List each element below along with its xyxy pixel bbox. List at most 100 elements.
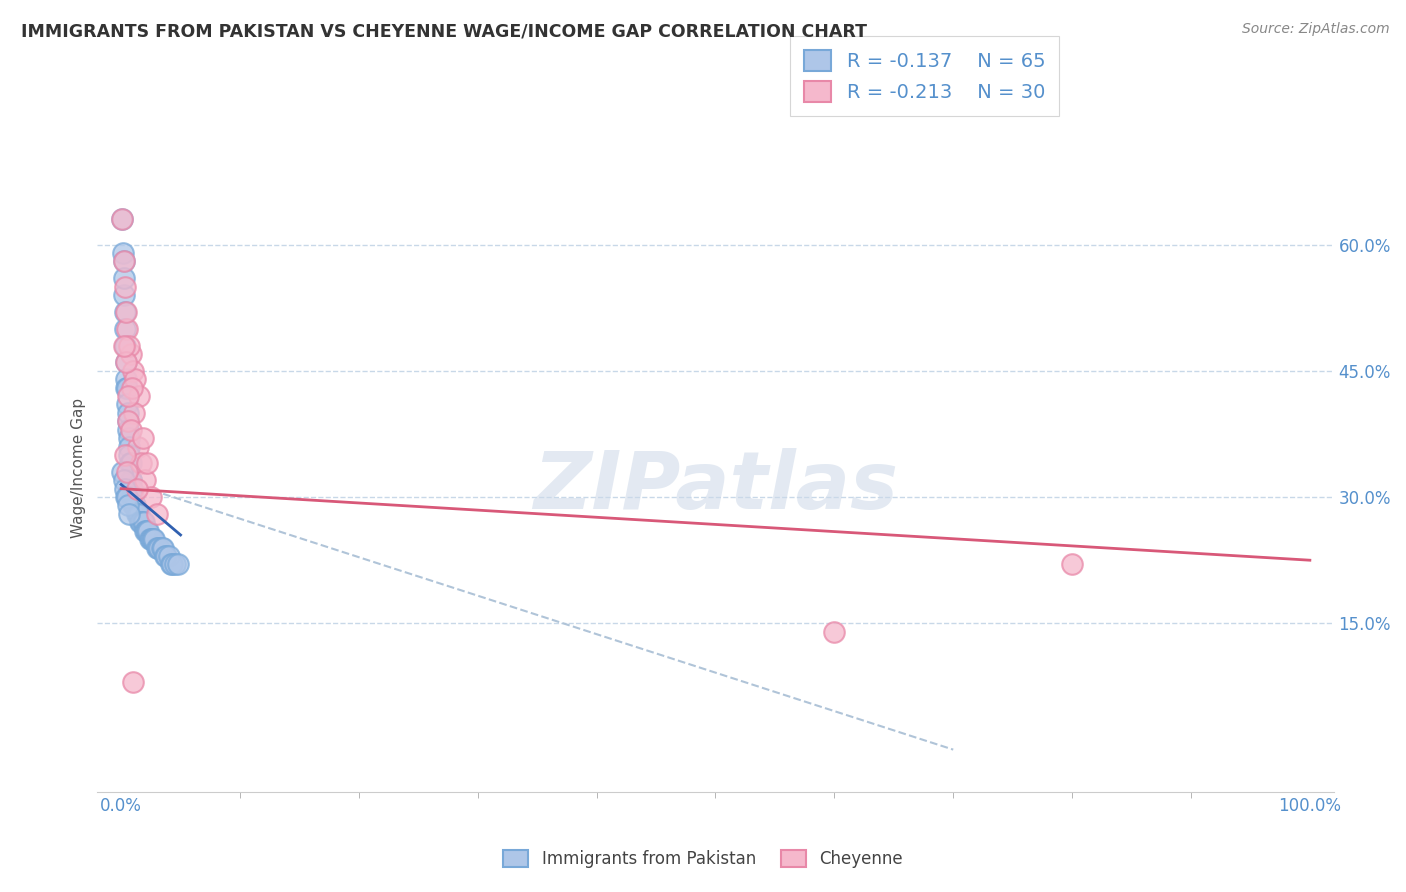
Point — [115, 355, 138, 369]
Point — [139, 532, 162, 546]
Point — [114, 338, 136, 352]
Point — [131, 516, 153, 530]
Point — [152, 541, 174, 555]
Point — [115, 465, 138, 479]
Point — [131, 457, 153, 471]
Point — [153, 549, 176, 563]
Point — [115, 490, 138, 504]
Point — [132, 516, 155, 530]
Point — [128, 389, 150, 403]
Point — [823, 624, 845, 639]
Point — [115, 322, 138, 336]
Point — [124, 372, 146, 386]
Point — [112, 254, 135, 268]
Point — [122, 675, 145, 690]
Point — [114, 279, 136, 293]
Text: Source: ZipAtlas.com: Source: ZipAtlas.com — [1241, 22, 1389, 37]
Point — [127, 507, 149, 521]
Point — [120, 473, 142, 487]
Point — [112, 288, 135, 302]
Point — [138, 532, 160, 546]
Point — [112, 473, 135, 487]
Point — [129, 516, 152, 530]
Point — [122, 490, 145, 504]
Point — [160, 558, 183, 572]
Point — [118, 448, 141, 462]
Point — [111, 212, 134, 227]
Point — [155, 549, 177, 563]
Point — [142, 532, 165, 546]
Point — [118, 431, 141, 445]
Point — [120, 457, 142, 471]
Point — [120, 423, 142, 437]
Point — [139, 490, 162, 504]
Point — [115, 372, 138, 386]
Point — [163, 558, 186, 572]
Point — [143, 532, 166, 546]
Point — [117, 389, 139, 403]
Legend: Immigrants from Pakistan, Cheyenne: Immigrants from Pakistan, Cheyenne — [496, 843, 910, 875]
Point — [111, 465, 134, 479]
Point — [117, 423, 139, 437]
Legend: R = -0.137    N = 65, R = -0.213    N = 30: R = -0.137 N = 65, R = -0.213 N = 30 — [790, 37, 1059, 116]
Point — [121, 490, 143, 504]
Point — [124, 499, 146, 513]
Point — [134, 473, 156, 487]
Point — [114, 322, 136, 336]
Point — [136, 524, 159, 538]
Point — [125, 507, 148, 521]
Point — [112, 254, 135, 268]
Point — [117, 499, 139, 513]
Point — [114, 448, 136, 462]
Point — [115, 381, 138, 395]
Point — [162, 558, 184, 572]
Point — [112, 338, 135, 352]
Y-axis label: Wage/Income Gap: Wage/Income Gap — [72, 398, 86, 538]
Point — [115, 355, 138, 369]
Point — [118, 457, 141, 471]
Point — [122, 499, 145, 513]
Point — [128, 507, 150, 521]
Point — [131, 431, 153, 445]
Point — [146, 541, 169, 555]
Point — [111, 246, 134, 260]
Point — [117, 406, 139, 420]
Point — [121, 482, 143, 496]
Point — [115, 490, 138, 504]
Text: IMMIGRANTS FROM PAKISTAN VS CHEYENNE WAGE/INCOME GAP CORRELATION CHART: IMMIGRANTS FROM PAKISTAN VS CHEYENNE WAG… — [21, 22, 868, 40]
Point — [112, 271, 135, 285]
Point — [134, 524, 156, 538]
Point — [167, 558, 190, 572]
Point — [131, 516, 153, 530]
Point — [125, 482, 148, 496]
Point — [122, 499, 145, 513]
Point — [114, 482, 136, 496]
Point — [118, 507, 141, 521]
Point — [1062, 558, 1084, 572]
Point — [120, 347, 142, 361]
Point — [150, 541, 173, 555]
Point — [127, 440, 149, 454]
Point — [115, 305, 138, 319]
Point — [141, 532, 163, 546]
Point — [115, 381, 138, 395]
Text: ZIPatlas: ZIPatlas — [533, 448, 898, 526]
Point — [136, 457, 159, 471]
Point — [157, 549, 180, 563]
Point — [117, 414, 139, 428]
Point — [115, 397, 138, 411]
Point — [121, 490, 143, 504]
Point — [135, 524, 157, 538]
Point — [146, 541, 169, 555]
Point — [117, 414, 139, 428]
Point — [148, 541, 170, 555]
Point — [111, 212, 134, 227]
Point — [146, 507, 169, 521]
Point — [120, 473, 142, 487]
Point — [122, 364, 145, 378]
Point — [121, 381, 143, 395]
Point — [114, 305, 136, 319]
Point — [122, 406, 145, 420]
Point — [138, 524, 160, 538]
Point — [118, 338, 141, 352]
